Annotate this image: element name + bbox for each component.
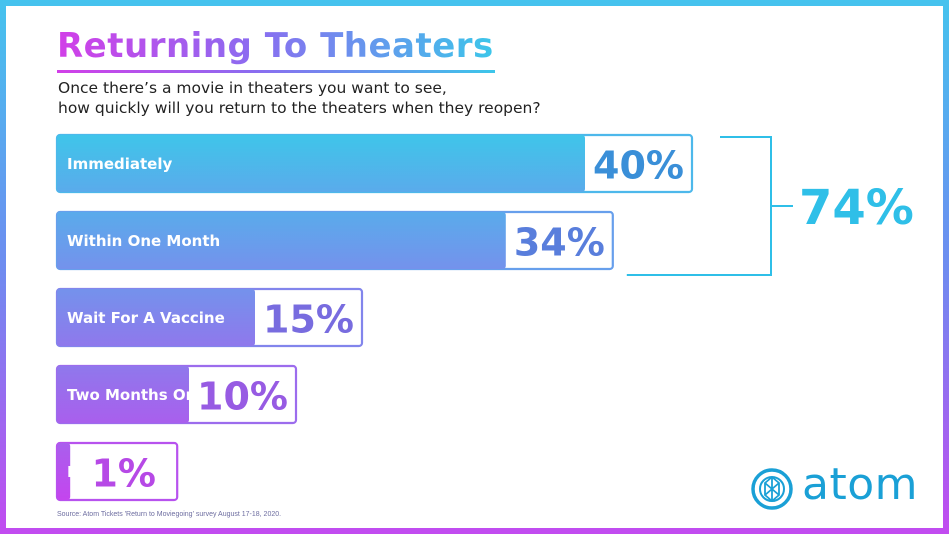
bar-value-label: 34% bbox=[514, 221, 605, 265]
page-title: Returning To Theaters bbox=[57, 26, 494, 66]
subtitle-line-2: how quickly will you return to the theat… bbox=[58, 99, 541, 117]
subtitle-line-1: Once there’s a movie in theaters you wan… bbox=[58, 79, 447, 97]
bar-value-label: 15% bbox=[263, 298, 354, 342]
bar-category-label: Within One Month bbox=[67, 232, 220, 250]
bar bbox=[57, 289, 255, 346]
bar-category-label: Wait For A Vaccine bbox=[67, 309, 225, 327]
bracket-total-label: 74% bbox=[799, 180, 914, 236]
atom-logo: atom bbox=[748, 459, 938, 513]
bar bbox=[57, 443, 71, 500]
bar bbox=[57, 366, 189, 423]
bar-value-label: 1% bbox=[91, 452, 156, 496]
bar-value-label: 40% bbox=[593, 144, 684, 188]
bar bbox=[57, 135, 585, 192]
bar-category-label: Immediately bbox=[67, 155, 173, 173]
atom-logo-icon bbox=[751, 468, 793, 510]
bar-chart: Immediately 40% Within One Month 34% Wait Fo… bbox=[55, 133, 914, 502]
infographic-card: Returning To Theaters Once there’s a mov… bbox=[6, 6, 943, 528]
subtitle: Once there’s a movie in theaters you wan… bbox=[58, 78, 758, 118]
bar-value-label: 10% bbox=[197, 375, 288, 419]
title-underline bbox=[57, 70, 495, 73]
source-note: Source: Atom Tickets 'Return to Moviegoi… bbox=[57, 511, 282, 518]
bar bbox=[57, 212, 506, 269]
atom-logo-text: atom bbox=[802, 459, 918, 510]
bar-category-label: Two Months Or More bbox=[67, 386, 241, 404]
bar-category-label: Never bbox=[67, 463, 118, 481]
